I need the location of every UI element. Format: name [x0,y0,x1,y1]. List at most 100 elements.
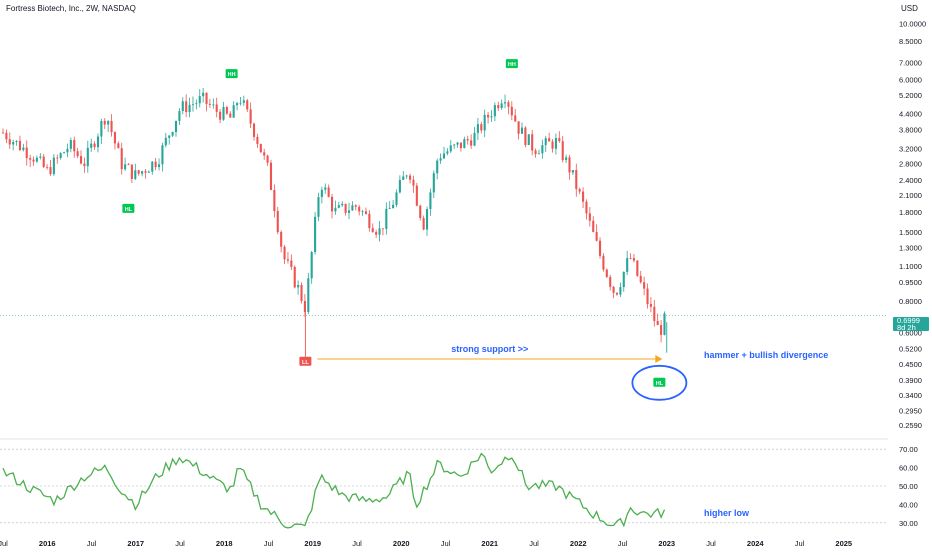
candle-body [12,141,15,145]
rsi-line [2,452,666,529]
candle-body [507,102,510,107]
candle-body [582,191,585,202]
candle-body [266,155,269,163]
candle-body [259,143,262,153]
candle-body [351,205,354,211]
candle-body [643,282,646,289]
candle-body [310,252,313,279]
candle-body [402,176,405,180]
time-tick-label: Jul [175,539,185,548]
rsi-panel [2,452,666,529]
candle-body [100,120,103,137]
price-tick-label: 0.2950 [899,407,922,416]
candle-body [86,147,89,167]
candle-body [297,284,300,288]
candle-body [429,192,432,210]
candle-body [56,157,59,159]
candle-body [598,240,602,256]
candle-body [73,140,76,152]
candle-body [520,127,524,134]
price-tick-label: 2.1000 [899,191,922,200]
candle-body [473,132,476,146]
candle-body [548,138,551,142]
candle-body [232,105,235,118]
support-arrow-head [655,355,663,363]
candle-body [656,321,659,326]
candle-body [29,158,32,160]
time-tick-label: Jul [0,539,8,548]
last-price-badge[interactable]: 0.6999 8d 2h [893,317,929,331]
candle-body [341,203,344,206]
price-tick-label: 0.3900 [899,376,922,385]
candle-body [63,152,66,154]
time-tick-label: Jul [618,539,628,548]
candle-body [537,153,541,155]
candle-body [222,106,225,120]
candle-body [405,175,408,177]
rsi-tick-label: 50.00 [899,482,918,491]
currency-label: USD [901,4,918,13]
candle-body [249,109,252,124]
candle-body [375,232,378,235]
time-tick-label: 2024 [747,539,765,548]
candle-body [15,140,18,142]
candle-body [385,208,388,229]
candle-body [32,159,35,162]
candle-body [195,103,198,105]
candle-body [59,153,62,158]
candle-body [571,170,574,173]
candle-body [361,211,364,213]
candle-body [395,192,398,205]
chart-title: Fortress Biotech, Inc., 2W, NASDAQ [6,4,136,13]
candle-body [541,145,544,154]
candle-body [303,301,306,313]
candle-body [487,114,490,118]
candle-body [483,114,486,131]
candle-body [605,269,608,277]
candle-body [558,138,561,142]
candle-body [137,170,140,174]
candle-body [276,211,279,233]
candle-body [619,287,622,295]
candle-body [480,124,483,131]
candle-body [49,167,52,175]
candle-body [392,204,395,209]
candle-body [141,171,144,174]
candle-body [205,92,208,104]
rsi-tick-label: 60.00 [899,464,918,473]
candle-body [215,104,218,112]
swing-label-box [122,203,135,213]
candle-body [412,179,415,186]
candle-body [368,213,371,229]
price-tick-label: 0.2590 [899,421,922,430]
candle-body [588,213,591,221]
candle-body [147,171,150,173]
candle-body [300,284,303,302]
candle-body [198,96,201,104]
candle-body [103,120,106,125]
candle-body [219,111,222,120]
candle-body [161,145,164,165]
candle-body [181,101,184,112]
candle-body [246,100,249,110]
candle-body [154,161,157,168]
candle-body [663,313,666,335]
candle-body [422,218,425,230]
swing-label-hl: HL [656,381,664,387]
candle-body [164,137,167,146]
candle-body [514,115,517,122]
time-tick-label: Jul [264,539,274,548]
candle-body [191,103,195,105]
candle-body [466,139,469,141]
candle-body [168,135,171,138]
candle-body [497,105,500,109]
candle-body [293,266,296,288]
candle-body [307,278,310,313]
candle-body [592,220,595,232]
candle-body [283,246,286,260]
time-tick-label: 2023 [658,539,675,548]
price-tick-label: 6.0000 [899,76,922,85]
candle-body [358,206,361,212]
